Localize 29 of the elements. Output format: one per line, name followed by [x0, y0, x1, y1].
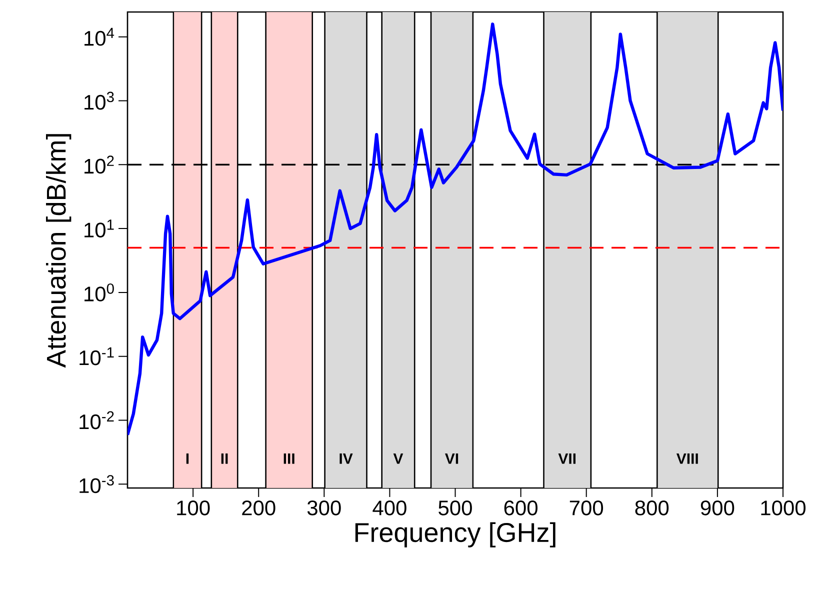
x-tick-label: 700 — [570, 500, 604, 516]
y-tick-label: 10$^{-3}$ — [80, 475, 114, 494]
x-tick-label: 600 — [504, 500, 538, 516]
x-tick-label: 1000 — [761, 500, 806, 516]
band-label: II — [221, 453, 228, 464]
y-tick-label: 10$^{2}$ — [84, 156, 114, 174]
band-label: IV — [340, 453, 353, 464]
band-label: VII — [558, 453, 576, 464]
y-tick-label: 10$^{4}$ — [84, 28, 114, 46]
x-tick-label: 200 — [242, 500, 276, 516]
x-tick-label: 300 — [307, 500, 341, 516]
band-label: VIII — [676, 453, 698, 464]
y-tick-label: 10$^{0}$ — [84, 283, 114, 302]
x-tick-label: 800 — [635, 500, 669, 516]
band-label: V — [393, 453, 404, 464]
x-tick-label: 900 — [700, 500, 734, 516]
line-series — [128, 22, 783, 436]
y-tick-label: 10$^{-2}$ — [80, 411, 114, 430]
x-tick-label: 100 — [177, 500, 210, 516]
x-axis-title: Frequency [GHz] — [355, 522, 556, 548]
band-label: I — [186, 453, 189, 464]
band-label: III — [284, 453, 294, 464]
x-tick-label: 500 — [438, 500, 472, 516]
band-label: VI — [445, 453, 458, 464]
x-tick-label: 400 — [372, 500, 406, 516]
y-axis-title: Attenuation [dB/km] — [46, 134, 72, 368]
y-tick-label: 10$^{3}$ — [84, 92, 114, 110]
y-tick-label: 10$^{1}$ — [84, 220, 114, 238]
y-tick-label: 10$^{-1}$ — [80, 347, 114, 366]
